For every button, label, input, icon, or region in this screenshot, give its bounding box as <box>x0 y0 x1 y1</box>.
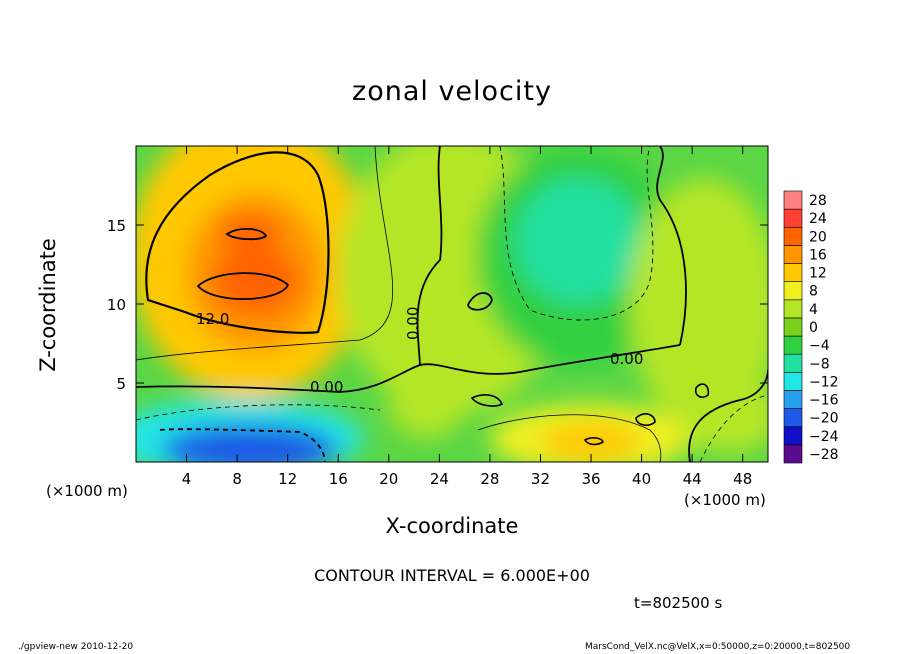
colorbar-label: 8 <box>809 284 818 300</box>
contour-line <box>688 369 768 462</box>
contour-interval-label: CONTOUR INTERVAL = 6.000E+00 <box>314 566 590 585</box>
contour-region <box>628 177 768 431</box>
colorbar: −28 −24 −20 −16 −12 −8 −4 0 4 8 12 16 20 24 28 <box>783 190 839 464</box>
contour-value-label: 12.0 <box>196 310 229 328</box>
colorbar-swatch <box>783 281 803 301</box>
contour-line <box>136 404 381 421</box>
footer-right: MarsCond_VelX.nc@VelX,x=0:50000,z=0:2000… <box>585 642 851 652</box>
colorbar-swatch <box>783 245 803 264</box>
contour-region <box>388 375 465 439</box>
x-tick-label: 20 <box>379 470 398 488</box>
x-axis-unit: (×1000 m) <box>684 491 766 509</box>
colorbar-swatch <box>783 426 803 446</box>
contour-field <box>136 146 768 462</box>
contour-line <box>656 146 687 346</box>
colorbar-label: 16 <box>809 247 827 263</box>
y-tick-label: 5 <box>116 375 126 393</box>
time-label: t=802500 s <box>634 594 723 612</box>
colorbar-swatch <box>783 335 803 355</box>
colorbar-swatch <box>783 372 803 391</box>
x-tick-label: 28 <box>480 470 499 488</box>
contour-value-label: 0.00 <box>610 350 643 368</box>
colorbar-label: 4 <box>809 302 818 318</box>
colorbar-label: 12 <box>809 266 827 282</box>
contour-region <box>211 245 301 316</box>
colorbar-label: −8 <box>809 356 830 372</box>
colorbar-label: 20 <box>809 229 827 245</box>
colorbar-label: −4 <box>809 338 830 354</box>
contour-line <box>583 437 604 446</box>
colorbar-label: −12 <box>809 374 839 390</box>
contour-line <box>467 292 493 311</box>
contour-line <box>477 414 662 462</box>
x-axis-label: X-coordinate <box>385 514 519 538</box>
contour-line <box>159 428 326 462</box>
colorbar-swatch <box>783 208 803 228</box>
colorbar-swatch <box>783 263 803 282</box>
colorbar-swatch <box>783 408 803 428</box>
colorbar-swatch <box>783 317 803 337</box>
x-tick-label: 8 <box>232 470 242 488</box>
contour-value-label: 0.00 <box>404 307 422 340</box>
colorbar-swatch <box>783 190 803 210</box>
contour-line <box>196 272 290 300</box>
colorbar-swatch <box>783 353 803 373</box>
colorbar-label: −16 <box>809 393 839 409</box>
y-axis-unit: (×1000 m) <box>46 482 128 500</box>
contour-line <box>136 344 681 393</box>
contour-line <box>694 383 710 398</box>
x-tick-label: 24 <box>430 470 449 488</box>
contour-region <box>515 177 642 304</box>
x-tick-label: 40 <box>632 470 651 488</box>
contour-line <box>136 146 394 361</box>
x-tick-label: 12 <box>278 470 297 488</box>
contour-line <box>699 394 768 462</box>
colorbar-label: −24 <box>809 429 839 445</box>
colorbar-swatch <box>783 444 803 464</box>
y-axis-label: Z-coordinate <box>36 238 60 372</box>
colorbar-swatch <box>783 390 803 409</box>
x-tick-label: 48 <box>733 470 752 488</box>
colorbar-label: −20 <box>809 411 839 427</box>
contour-line <box>499 146 654 321</box>
y-tick-label: 15 <box>107 217 126 235</box>
colorbar-label: 0 <box>809 320 818 336</box>
contour-region <box>679 375 768 455</box>
contour-line <box>470 394 504 407</box>
x-tick-label: 16 <box>329 470 348 488</box>
contour-line <box>416 146 443 366</box>
colorbar-label: −28 <box>809 447 839 463</box>
contour-line <box>145 151 330 334</box>
x-tick-label: 32 <box>531 470 550 488</box>
footer-left: ./gpview-new 2010-12-20 <box>18 642 134 652</box>
contour-region <box>540 422 642 461</box>
chart-title: zonal velocity <box>352 76 552 107</box>
contour-line <box>635 413 656 427</box>
contour-value-label: 0.00 <box>310 378 343 396</box>
x-tick-label: 44 <box>683 470 702 488</box>
colorbar-swatch <box>783 299 803 319</box>
contour-line <box>225 228 268 241</box>
colorbar-label: 28 <box>809 193 827 209</box>
contour-region <box>218 213 282 252</box>
contour-region <box>161 424 339 462</box>
y-tick-label: 10 <box>107 296 126 314</box>
x-tick-label: 36 <box>581 470 600 488</box>
colorbar-swatch <box>783 226 803 246</box>
colorbar-label: 24 <box>809 211 827 227</box>
x-tick-label: 4 <box>182 470 192 488</box>
